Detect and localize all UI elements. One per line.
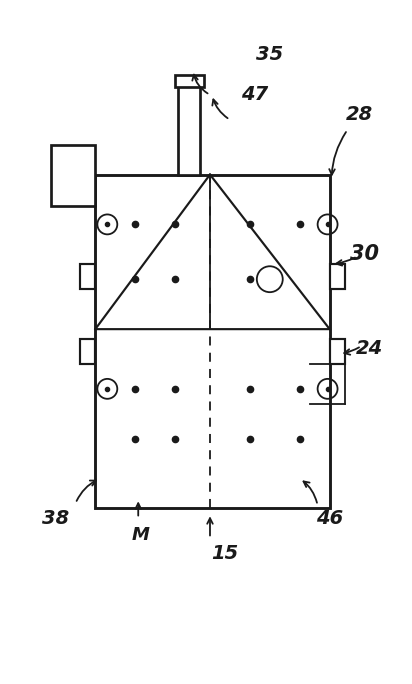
Text: 15: 15	[211, 544, 239, 563]
Text: 38: 38	[42, 509, 69, 528]
Text: 30: 30	[350, 244, 379, 264]
Text: 28: 28	[346, 105, 373, 124]
Text: 46: 46	[316, 509, 343, 528]
Text: 24: 24	[356, 339, 383, 358]
Bar	[178, 85, 200, 174]
Text: M: M	[131, 527, 149, 544]
Bar	[51, 145, 95, 207]
Bar	[80, 264, 95, 289]
Bar	[175, 75, 204, 87]
Bar	[330, 339, 344, 364]
Bar	[95, 174, 330, 508]
Bar	[80, 339, 95, 364]
Text: 35: 35	[256, 45, 283, 64]
Bar	[330, 264, 344, 289]
Text: 47: 47	[241, 86, 269, 105]
